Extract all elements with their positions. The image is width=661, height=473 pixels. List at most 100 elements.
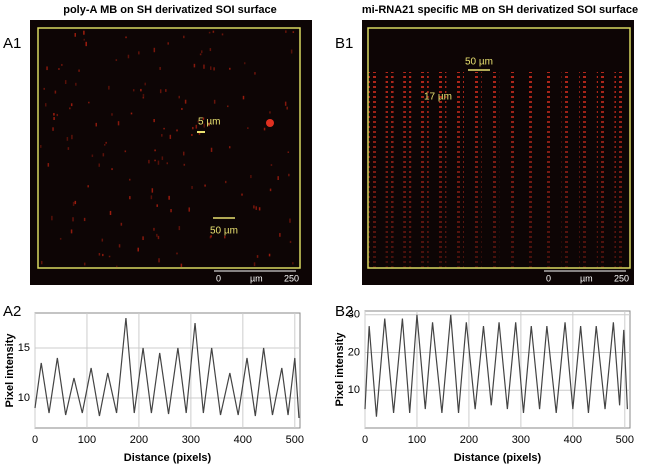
speck (253, 262, 256, 267)
speck (157, 160, 160, 165)
speck (209, 48, 212, 52)
speck (91, 154, 94, 157)
speck (64, 80, 67, 85)
speck (138, 51, 140, 55)
speck (268, 253, 271, 257)
stripe (403, 72, 412, 268)
speck (188, 207, 190, 212)
speck (53, 113, 55, 116)
speck (167, 42, 169, 45)
line (364, 314, 629, 417)
y-tick-label: 15 (18, 342, 30, 354)
speck (243, 62, 246, 65)
speck (74, 33, 77, 37)
speck (83, 30, 85, 35)
speck (209, 236, 212, 239)
speck (142, 93, 145, 98)
speck (176, 252, 178, 255)
y-tick-label: 10 (18, 392, 30, 404)
speck (83, 262, 86, 266)
speck (83, 217, 86, 222)
speck (176, 129, 178, 132)
speck (289, 240, 292, 244)
speck (117, 121, 120, 126)
x-axis-title: Distance (pixels) (454, 452, 542, 464)
stripe (526, 72, 535, 268)
speck (229, 67, 231, 70)
speck (182, 151, 185, 156)
speck (157, 235, 160, 240)
speck (284, 101, 287, 106)
speck (51, 215, 53, 221)
speck (159, 89, 162, 94)
speck (255, 206, 257, 210)
speck (269, 188, 272, 192)
speck (183, 163, 186, 166)
speck (115, 59, 118, 62)
speck (148, 159, 150, 164)
speck (221, 33, 224, 36)
speck (203, 123, 205, 128)
annotation: 50 µm (210, 226, 238, 237)
speck (285, 30, 287, 33)
speck (111, 113, 113, 116)
speck (202, 117, 205, 120)
speck (195, 124, 198, 129)
speck (59, 237, 62, 240)
speck (170, 209, 172, 213)
speck (120, 222, 123, 226)
y-tick-label: 20 (348, 346, 360, 358)
speck (161, 156, 164, 160)
frame (37, 27, 301, 269)
speck (153, 227, 155, 231)
speck (166, 162, 169, 165)
speck (74, 200, 77, 205)
speck (70, 103, 73, 107)
speck (142, 236, 144, 241)
speck (208, 122, 210, 127)
speck (46, 66, 48, 71)
y-tick-label: 10 (348, 384, 360, 396)
speck (54, 90, 57, 94)
speck (183, 35, 185, 39)
speck (197, 120, 199, 123)
scale-label: 0 (546, 273, 551, 283)
speck (75, 82, 77, 86)
speck (193, 63, 196, 68)
speck (151, 188, 154, 193)
speck (169, 134, 172, 139)
x-tick-label: 300 (182, 434, 200, 446)
speck (43, 87, 45, 90)
speck (98, 252, 101, 256)
stripe (544, 72, 552, 268)
speck (40, 260, 43, 265)
x-axis-title: Distance (pixels) (124, 452, 212, 464)
speck (178, 95, 181, 99)
speck (191, 134, 193, 136)
speck (258, 207, 261, 211)
speck (292, 31, 295, 34)
speck (158, 258, 160, 263)
speck (228, 146, 231, 149)
speck (154, 159, 156, 162)
scale-label: 0 (216, 273, 221, 283)
annotation: 5 µm (198, 117, 220, 128)
speck (102, 153, 105, 157)
speck (192, 126, 194, 130)
speck (53, 117, 55, 120)
stripe (456, 72, 464, 268)
speck (286, 106, 288, 110)
panel-label: A2 (3, 303, 21, 320)
speck (208, 31, 211, 34)
speck (124, 150, 127, 153)
speck (191, 185, 193, 189)
speck (178, 226, 181, 231)
speck (109, 210, 112, 216)
stripe (579, 72, 588, 268)
speck (66, 137, 69, 141)
x-tick-label: 400 (234, 434, 252, 446)
stripes (368, 72, 623, 268)
frame (367, 27, 631, 269)
speck (67, 147, 70, 150)
speck (40, 144, 42, 148)
